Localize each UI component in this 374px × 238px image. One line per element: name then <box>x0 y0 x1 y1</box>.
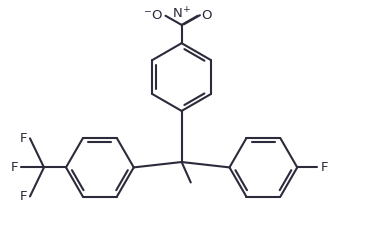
Text: F: F <box>20 190 27 203</box>
Text: F: F <box>20 132 27 145</box>
Text: F: F <box>10 161 18 174</box>
Text: N$^{+}$: N$^{+}$ <box>172 6 191 22</box>
Text: O: O <box>201 9 211 22</box>
Text: F: F <box>321 161 328 174</box>
Text: $^{-}$O: $^{-}$O <box>143 9 163 22</box>
